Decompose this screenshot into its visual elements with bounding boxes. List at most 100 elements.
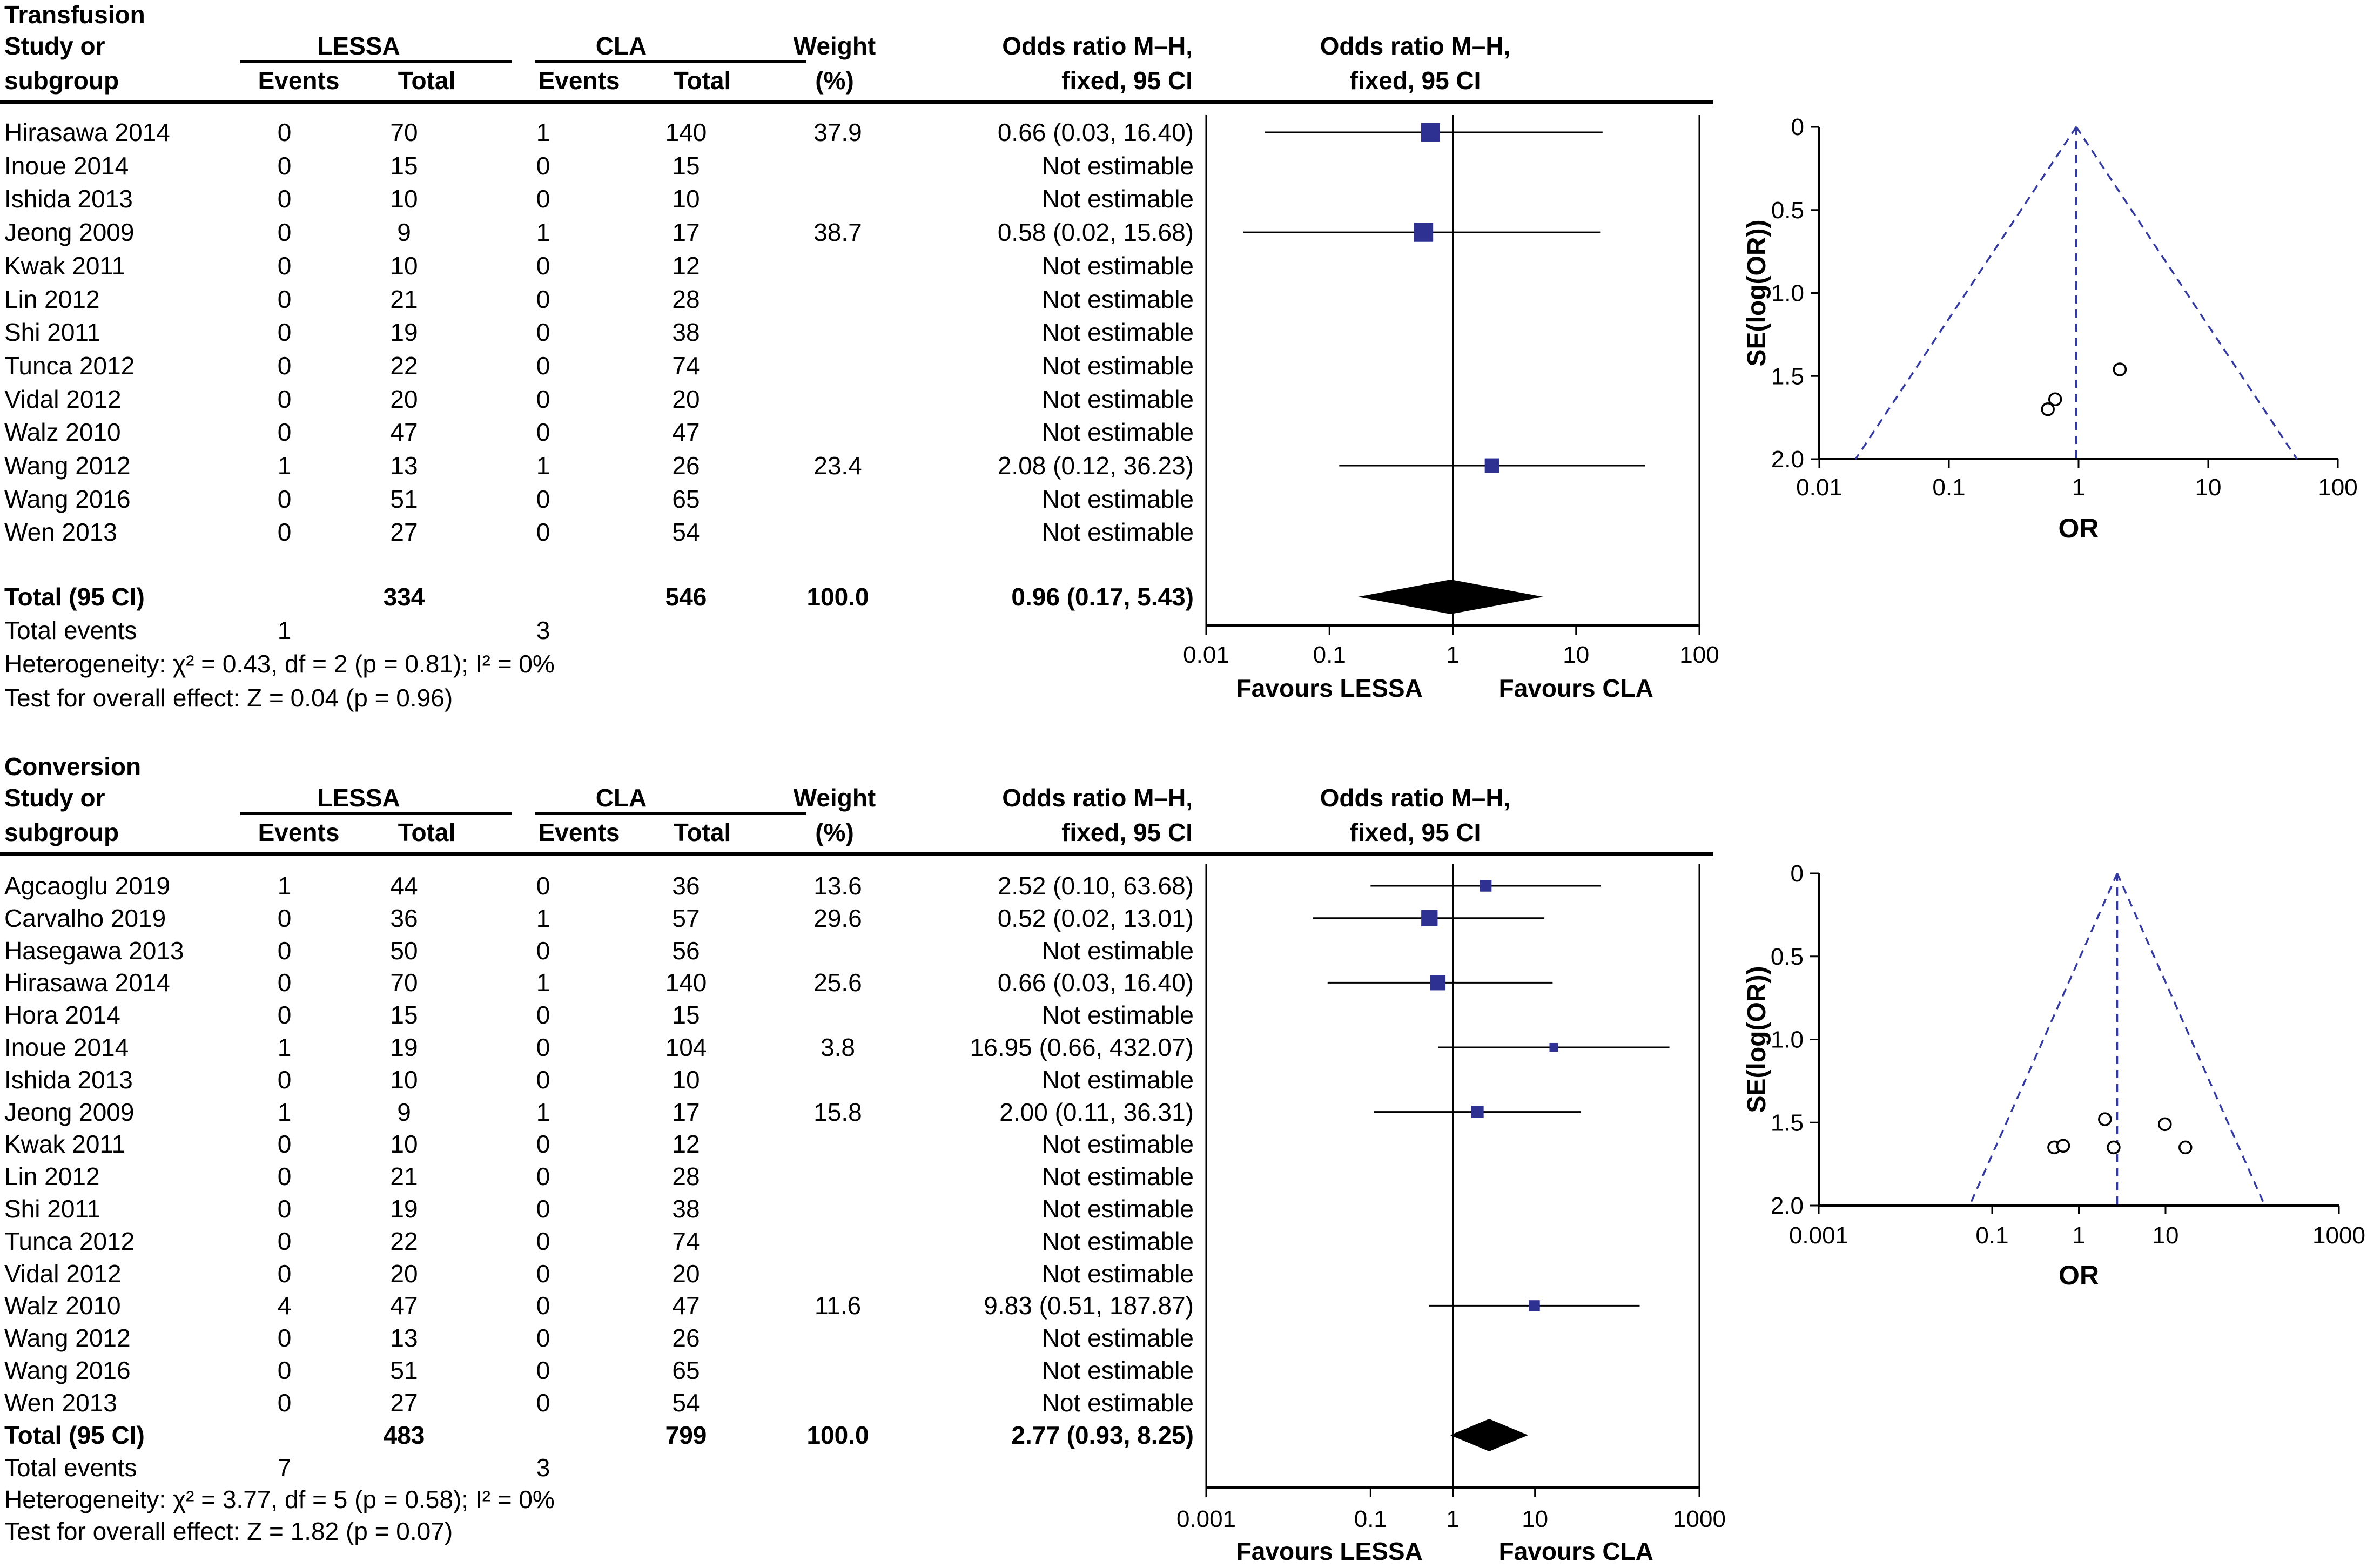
- cell-or-ci: Not estimable: [1041, 518, 1194, 547]
- cell-lessa-events: 0: [277, 1130, 292, 1159]
- cell-cla-events: 1: [536, 968, 550, 997]
- cell-study: Shi 2011: [4, 1195, 101, 1223]
- cell-lessa-events: 0: [277, 904, 292, 932]
- cell-study: Jeong 2009: [4, 1098, 135, 1126]
- favours-left-label: Favours LESSA: [1236, 1537, 1423, 1565]
- cell-lessa-events: 0: [277, 385, 292, 413]
- cell-or-ci: 0.58 (0.02, 15.68): [997, 218, 1194, 247]
- table-row: Hora 2014 0 15 0 15 Not estimable: [0, 998, 1194, 1032]
- cell-lessa-total: 70: [390, 118, 418, 146]
- cell-cla-events: [472, 1418, 615, 1452]
- table-row: Inoue 2014 0 15 0 15 Not estimable: [0, 149, 1194, 183]
- cell-cla-events: 1: [536, 904, 550, 932]
- table-row: Lin 2012 0 21 0 28 Not estimable: [0, 282, 1194, 316]
- cell-weight: [757, 1127, 918, 1161]
- col-header-or-line2: fixed, 95 CI: [1061, 66, 1193, 95]
- cell-or-ci: 9.83 (0.51, 187.87): [984, 1291, 1194, 1320]
- favours-left-label: Favours LESSA: [1236, 674, 1423, 702]
- cell-lessa-total: 13: [390, 1324, 418, 1352]
- cell-cla-events: 0: [536, 936, 550, 965]
- study-point: [2113, 362, 2127, 376]
- cla-underline: [535, 60, 806, 63]
- cell-or-ci: Not estimable: [1041, 1324, 1194, 1352]
- cell-weight: [757, 349, 918, 382]
- effect-square: [1549, 1042, 1558, 1052]
- total-events-row: Total events 7 3: [0, 1451, 1194, 1484]
- lessa-underline: [240, 60, 512, 63]
- cell-lessa-events: 0: [277, 318, 292, 347]
- cell-cla-events: 0: [536, 872, 550, 900]
- cell-weight: [757, 315, 918, 349]
- effect-square: [1421, 910, 1438, 926]
- cell-study: Hasegawa 2013: [4, 936, 184, 965]
- cell-or-ci: [918, 614, 1194, 647]
- plot-header-or-line2: fixed, 95 CI: [1349, 818, 1481, 846]
- cell-cla-total: 54: [672, 1388, 700, 1417]
- cell-cla-events: 1: [536, 452, 550, 480]
- cell-weight: [757, 1192, 918, 1226]
- cell-lessa-total: 20: [390, 385, 418, 413]
- cell-lessa-total: 27: [390, 1388, 418, 1417]
- cell-study: Wen 2013: [4, 1388, 117, 1417]
- overall-effect-note: Test for overall effect: Z = 1.82 (p = 0…: [4, 1517, 453, 1545]
- cell-or-ci: 2.00 (0.11, 36.31): [999, 1098, 1194, 1126]
- table-row: Tunca 2012 0 22 0 74 Not estimable: [0, 1224, 1194, 1258]
- overall-effect-note: Test for overall effect: Z = 0.04 (p = 0…: [4, 684, 453, 712]
- table-row: Shi 2011 0 19 0 38 Not estimable: [0, 315, 1194, 349]
- cell-cla-events: 1: [536, 218, 550, 247]
- cell-study: Walz 2010: [4, 1291, 121, 1320]
- forest-axis-tick-label: 0.1: [1313, 642, 1346, 668]
- table-row: Kwak 2011 0 10 0 12 Not estimable: [0, 1127, 1194, 1161]
- cell-study: Carvalho 2019: [4, 904, 166, 932]
- lessa-underline: [240, 812, 512, 815]
- cell-study: Ishida 2013: [4, 185, 133, 213]
- cell-or-ci: Not estimable: [1041, 151, 1194, 180]
- table-row: Vidal 2012 0 20 0 20 Not estimable: [0, 382, 1194, 416]
- study-point: [2048, 392, 2062, 407]
- cell-lessa-events: 0: [277, 1195, 292, 1223]
- total-row: Total (95 CI) 334 546 100.0 0.96 (0.17, 5.43…: [0, 580, 1194, 614]
- cell-lessa-events: 7: [277, 1453, 292, 1482]
- cell-or-ci: Not estimable: [1041, 484, 1194, 513]
- cell-or-ci: Not estimable: [1041, 1001, 1194, 1029]
- table-row: Jeong 2009 0 9 1 17 38.7 0.58 (0.02, 15.68): [0, 216, 1194, 249]
- cell-lessa-events: 0: [277, 1227, 292, 1255]
- cell-weight: [757, 998, 918, 1032]
- cell-cla-events: 0: [536, 518, 550, 547]
- cell-or-ci: Not estimable: [1041, 1065, 1194, 1094]
- effect-square: [1471, 1106, 1484, 1118]
- cell-or-ci: 2.77 (0.93, 8.25): [1011, 1421, 1194, 1449]
- table-row: Wang 2016 0 51 0 65 Not estimable: [0, 482, 1194, 516]
- cell-lessa-total: 9: [397, 218, 411, 247]
- plot-header-or-line1: Odds ratio M–H,: [1320, 32, 1511, 60]
- cell-study: Total (95 CI): [4, 1421, 145, 1449]
- cell-cla-events: 0: [536, 1033, 550, 1061]
- funnel-left-limit: [1968, 873, 2119, 1206]
- col-header-total-cla: Total: [673, 66, 731, 95]
- cell-weight: 25.6: [813, 968, 862, 997]
- cell-lessa-total: 20: [390, 1259, 418, 1288]
- cell-weight: 37.9: [813, 118, 862, 146]
- cell-or-ci: Not estimable: [1041, 318, 1194, 347]
- cell-cla-total: [615, 1451, 757, 1484]
- cell-lessa-total: 36: [390, 904, 418, 932]
- cell-cla-total: 65: [672, 1356, 700, 1384]
- cell-cla-events: 0: [536, 318, 550, 347]
- cell-cla-total: 10: [672, 1065, 700, 1094]
- cell-weight: 100.0: [806, 583, 869, 611]
- cell-weight: 23.4: [813, 452, 862, 480]
- cell-lessa-events: 0: [277, 1356, 292, 1384]
- cell-study: Total events: [4, 616, 137, 644]
- cell-study: Wang 2012: [4, 452, 131, 480]
- cell-lessa-events: 1: [277, 1098, 292, 1126]
- cell-weight: [757, 382, 918, 416]
- cell-cla-events: 0: [536, 351, 550, 380]
- cell-cla-total: 74: [672, 351, 700, 380]
- cell-weight: [757, 614, 918, 647]
- forest-axis-tick-label: 10: [1522, 1506, 1548, 1532]
- cell-cla-events: 0: [536, 385, 550, 413]
- table-row: Lin 2012 0 21 0 28 Not estimable: [0, 1160, 1194, 1193]
- total-row: Total (95 CI) 483 799 100.0 2.77 (0.93, 8.25…: [0, 1418, 1194, 1452]
- cell-cla-total: 17: [672, 1098, 700, 1126]
- table-row: Walz 2010 4 47 0 47 11.6 9.83 (0.51, 187.87): [0, 1289, 1194, 1322]
